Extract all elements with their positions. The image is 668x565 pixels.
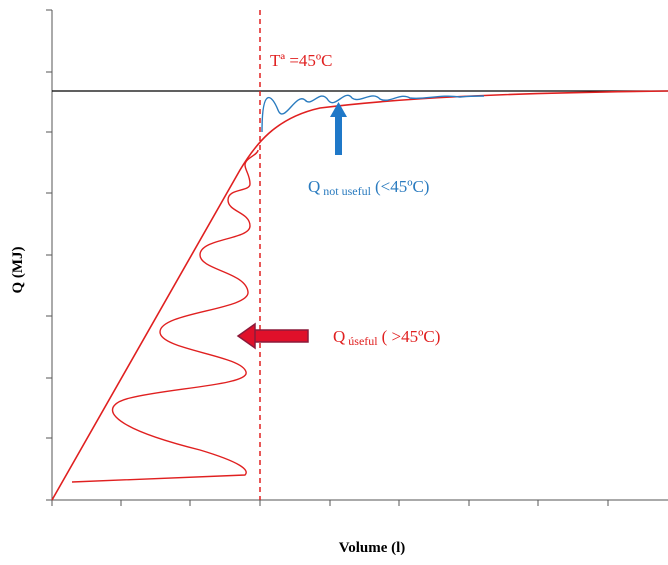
condition: ( >45ºC)	[382, 327, 441, 346]
temperature-label: Tª =45ºC	[270, 51, 333, 70]
red-arrow	[236, 322, 309, 350]
not-useful-oscillation	[261, 94, 485, 133]
q-curve	[51, 90, 668, 501]
axes	[46, 9, 668, 506]
symbol: Q	[308, 177, 320, 196]
x-axis-label: Volume (l)	[339, 540, 406, 556]
blue-arrow	[330, 102, 347, 155]
subscript: úseful	[348, 334, 378, 348]
subscript: not useful	[323, 184, 371, 198]
y-axis-label: Q (MJ)	[10, 246, 26, 293]
condition: (<45ºC)	[375, 177, 430, 196]
symbol: Q	[333, 327, 345, 346]
useful-oscillation	[71, 149, 259, 483]
